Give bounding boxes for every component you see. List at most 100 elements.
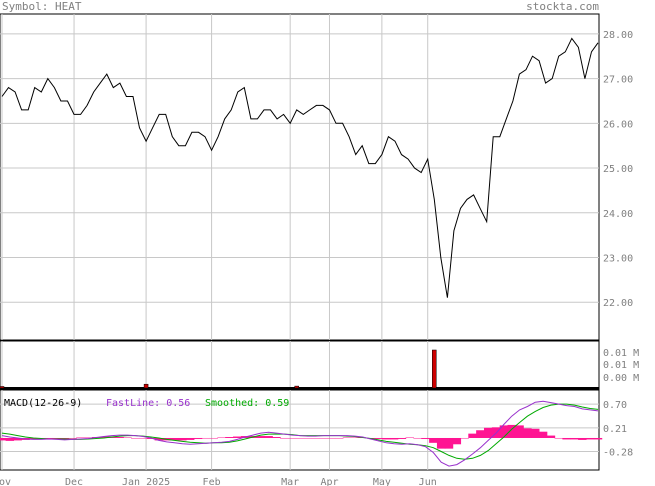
macd-histogram-bar xyxy=(209,437,218,439)
macd-histogram-bar xyxy=(295,437,305,439)
macd-histogram-bar xyxy=(170,437,179,441)
x-tick-label: Apr xyxy=(320,477,338,486)
price-y-tick: 26.00 xyxy=(603,119,633,130)
macd-histogram-bar xyxy=(5,437,15,441)
x-tick-label: Dec xyxy=(65,477,83,486)
macd-histogram-bar xyxy=(593,437,603,440)
macd-histogram-bar xyxy=(99,436,109,438)
macd-histogram-bar xyxy=(319,437,328,439)
macd-histogram-bar xyxy=(84,437,93,439)
macd-histogram-bar xyxy=(201,437,211,439)
volume-y-tick: 0.01 M xyxy=(603,360,639,371)
macd-histogram-bar xyxy=(29,437,38,440)
macd-histogram-bar xyxy=(460,437,469,439)
price-panel xyxy=(0,13,600,341)
volume-bar xyxy=(294,385,299,389)
macd-histogram-bar xyxy=(421,437,430,439)
macd-histogram-bar xyxy=(52,437,62,439)
macd-y-tick: 0.21 xyxy=(603,424,627,435)
macd-histogram-bar xyxy=(350,437,360,439)
x-tick-label: Feb xyxy=(203,477,221,486)
x-tick-label: May xyxy=(373,477,391,486)
macd-histogram-bar xyxy=(0,437,7,441)
smoothed-label: Smoothed: 0.59 xyxy=(205,398,289,409)
macd-y-tick: 0.70 xyxy=(603,400,627,411)
macd-histogram-bar xyxy=(60,437,69,439)
macd-histogram-bar xyxy=(389,437,399,440)
volume-y-tick: 0.01 M xyxy=(603,348,639,359)
macd-histogram-bar xyxy=(76,437,85,439)
macd-histogram-bar xyxy=(303,437,313,439)
fastline-label: FastLine: 0.56 xyxy=(106,398,190,409)
symbol-label: Symbol: HEAT xyxy=(2,0,82,13)
macd-histogram-bar xyxy=(538,431,548,438)
macd-histogram-bar xyxy=(131,437,140,439)
macd-histogram-bar xyxy=(193,437,203,439)
macd-histogram-bar xyxy=(562,437,571,440)
macd-histogram-bar xyxy=(507,424,516,438)
macd-histogram-bar xyxy=(233,436,242,438)
x-tick-label: Jun xyxy=(419,477,437,486)
macd-histogram-bar xyxy=(13,437,22,441)
volume-bar xyxy=(0,386,5,389)
macd-histogram-bar xyxy=(436,437,446,449)
x-tick-label: Nov xyxy=(0,477,11,486)
volume-y-tick: 0.00 M xyxy=(603,373,639,384)
price-y-tick: 28.00 xyxy=(603,30,633,41)
macd-histogram-bar xyxy=(578,437,587,440)
macd-histogram-bar xyxy=(123,437,132,439)
x-tick-label: Jan 2025 xyxy=(122,477,170,486)
macd-histogram-bar xyxy=(405,437,415,439)
macd-fastline xyxy=(1,400,599,467)
macd-histogram-bar xyxy=(444,437,454,449)
macd-histogram-bar xyxy=(468,433,477,438)
macd-histogram-bar xyxy=(311,437,320,439)
macd-histogram-bar xyxy=(382,437,391,440)
macd-histogram-bar xyxy=(374,437,383,439)
macd-histogram-bar xyxy=(570,437,579,440)
volume-panel xyxy=(0,340,600,390)
macd-histogram-bar xyxy=(264,436,273,438)
macd-histogram-bar xyxy=(429,437,438,443)
macd-histogram-bar xyxy=(499,425,509,438)
volume-bar xyxy=(432,349,437,389)
volume-bar xyxy=(143,383,149,389)
macd-histogram-bar xyxy=(44,437,54,439)
price-y-tick: 27.00 xyxy=(603,75,633,86)
macd-y-tick: -0.28 xyxy=(603,448,633,459)
macd-histogram-bar xyxy=(178,437,187,441)
price-y-tick: 23.00 xyxy=(603,254,633,265)
macd-histogram-bar xyxy=(217,437,226,439)
macd-histogram-bar xyxy=(154,437,164,441)
macd-histogram-bar xyxy=(585,437,595,440)
macd-histogram-bar xyxy=(397,437,407,439)
macd-histogram-bar xyxy=(327,437,336,439)
macd-histogram-bar xyxy=(334,437,344,439)
macd-histogram-bar xyxy=(185,437,195,440)
macd-histogram-bar xyxy=(515,425,524,438)
macd-histogram-bar xyxy=(280,437,289,439)
macd-histogram-bar xyxy=(115,437,124,438)
price-y-tick: 22.00 xyxy=(603,298,633,309)
x-tick-label: Mar xyxy=(281,477,299,486)
macd-histogram-bar xyxy=(68,437,77,439)
macd-histogram-bar xyxy=(476,430,485,438)
macd-title: MACD(12-26-9) xyxy=(4,398,82,409)
site-label: stockta.com xyxy=(526,0,599,13)
macd-histogram-bar xyxy=(483,427,493,438)
macd-histogram-bar xyxy=(342,437,352,439)
price-y-tick: 25.00 xyxy=(603,164,633,175)
macd-histogram-bar xyxy=(452,437,462,445)
macd-histogram-bar xyxy=(138,437,148,439)
macd-histogram-bar xyxy=(225,437,234,438)
price-y-tick: 24.00 xyxy=(603,209,633,220)
macd-histogram-bar xyxy=(413,437,422,439)
macd-histogram-bar xyxy=(523,428,532,438)
macd-histogram-bar xyxy=(554,437,564,439)
macd-histogram-bar xyxy=(531,428,540,438)
price-line xyxy=(1,37,599,298)
macd-histogram-bar xyxy=(272,437,281,438)
macd-histogram-bar xyxy=(546,435,556,438)
macd-histogram-bar xyxy=(256,436,266,438)
